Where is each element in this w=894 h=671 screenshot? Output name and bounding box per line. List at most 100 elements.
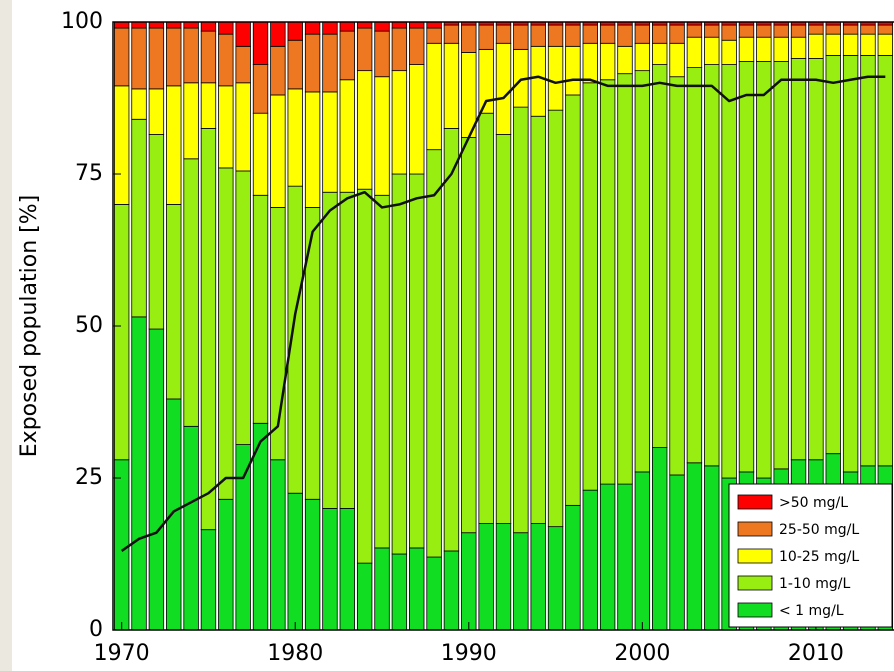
bar-segment: [877, 55, 894, 467]
bar-segment: [252, 112, 269, 196]
bar-segment: [183, 425, 199, 631]
bar-segment: [669, 76, 685, 476]
bar-segment: [582, 489, 598, 631]
bar-segment: [704, 24, 720, 38]
bar-segment: [304, 21, 321, 35]
bar-segment: [565, 94, 581, 506]
bar-segment: [339, 79, 355, 193]
bar-segment: [808, 58, 824, 461]
bar-segment: [842, 55, 859, 473]
bar-segment: [183, 158, 199, 427]
bar-segment: [304, 498, 321, 631]
bar-segment: [287, 492, 303, 631]
bar-segment: [461, 24, 477, 53]
bar-segment: [131, 118, 147, 318]
bar-segment: [599, 483, 616, 631]
legend-label: < 1 mg/L: [779, 603, 844, 619]
bar-segment: [200, 529, 217, 631]
bar-segment: [704, 36, 720, 65]
bar-segment: [287, 39, 303, 90]
bar-segment: [374, 21, 390, 32]
bar-segment: [773, 61, 789, 470]
bar-segment: [374, 194, 390, 549]
legend-swatch: [737, 548, 773, 564]
bar-segment: [322, 507, 338, 631]
bar-segment: [582, 82, 598, 491]
bar-segment: [461, 532, 477, 631]
bar-segment: [200, 127, 217, 531]
bar-segment: [756, 61, 772, 479]
side-strip: [0, 0, 12, 671]
bar-segment: [704, 465, 720, 631]
bar-segment: [495, 42, 512, 135]
bar-segment: [599, 24, 616, 44]
bar-segment: [252, 194, 269, 424]
bar-segment: [409, 64, 425, 175]
bar-segment: [322, 91, 338, 193]
bar-segment: [183, 27, 199, 84]
bar-segment: [409, 21, 425, 29]
bar-segment: [426, 42, 442, 151]
bar-segment: [582, 24, 598, 44]
bar-segment: [409, 547, 425, 631]
bar-segment: [218, 21, 234, 35]
bar-segment: [860, 33, 876, 56]
bar-segment: [113, 85, 130, 205]
y-tick-label: 75: [75, 161, 103, 186]
bar-segment: [218, 498, 234, 631]
bar-segment: [617, 483, 633, 631]
bar-segment: [790, 58, 807, 461]
y-axis-label: Exposed population [%]: [17, 195, 42, 457]
bar-segment: [495, 523, 512, 631]
bar-segment: [443, 550, 460, 631]
bar-segment: [547, 45, 564, 111]
bar-segment: [200, 82, 217, 129]
bar-segment: [183, 21, 199, 29]
bar-segment: [322, 191, 338, 509]
bar-segment: [790, 36, 807, 59]
bar-segment: [686, 67, 703, 464]
bar-segment: [721, 39, 737, 65]
bar-segment: [270, 45, 286, 96]
x-tick-label: 2010: [788, 641, 844, 666]
bar-segment: [686, 462, 703, 631]
bar-segment: [617, 45, 633, 75]
legend-label: >50 mg/L: [779, 495, 848, 511]
bar-segment: [131, 27, 147, 90]
legend-swatch: [737, 602, 773, 618]
bar-segment: [391, 553, 408, 631]
bar-segment: [166, 203, 182, 400]
bar-segment: [235, 170, 251, 445]
bar-segment: [513, 24, 529, 50]
bar-segment: [148, 328, 165, 631]
bar-segment: [235, 45, 251, 84]
bar-segment: [304, 91, 321, 208]
bar-segment: [287, 21, 303, 41]
bar-segment: [148, 88, 165, 135]
bar-segment: [113, 459, 130, 631]
bar-segment: [652, 42, 668, 65]
bar-segment: [426, 27, 442, 44]
bar-segment: [200, 21, 217, 32]
bar-segment: [738, 36, 755, 62]
bar-segment: [808, 33, 824, 59]
bar-segment: [530, 115, 546, 524]
bar-segment: [669, 24, 685, 44]
bar-segment: [478, 24, 494, 50]
bar-segment: [582, 42, 598, 84]
bar-segment: [218, 33, 234, 87]
bar-segment: [287, 88, 303, 187]
x-tick-label: 1970: [94, 641, 150, 666]
bar-segment: [252, 64, 269, 114]
bar-segment: [634, 42, 651, 72]
y-tick-label: 50: [75, 313, 103, 338]
bar-segment: [599, 42, 616, 81]
bar-segment: [478, 523, 494, 631]
bar-segment: [808, 24, 824, 35]
bar-segment: [530, 24, 546, 47]
bar-segment: [339, 30, 355, 81]
bar-segment: [113, 21, 130, 29]
bar-segment: [599, 79, 616, 485]
bar-segment: [339, 507, 355, 631]
bar-segment: [183, 82, 199, 160]
